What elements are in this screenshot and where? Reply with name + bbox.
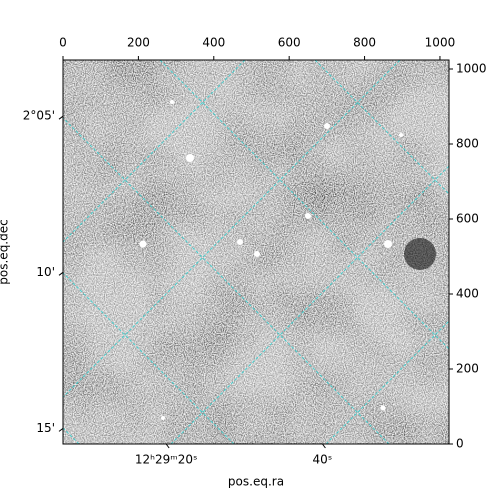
y-label: pos.eq.dec	[0, 219, 11, 284]
x-tick-label: 200	[127, 36, 150, 50]
y-tick-label: 800	[456, 137, 479, 151]
x-tick-label: 800	[353, 36, 376, 50]
x-tick-label: 400	[202, 36, 225, 50]
wcs-grid-line	[63, 60, 246, 243]
wcs-grid-line	[314, 60, 449, 195]
y-tick-label: 0	[456, 437, 464, 451]
y-tick-label: 1000	[456, 62, 487, 76]
ra-tick	[322, 443, 326, 449]
wcs-grid-line	[63, 60, 401, 398]
x-tick-label: 1000	[425, 36, 456, 50]
x-tick-label: 600	[278, 36, 301, 50]
y-tick-label: 200	[456, 362, 479, 376]
y-tick-label: 600	[456, 212, 479, 226]
ra-tick-label: 40ˢ	[313, 453, 333, 467]
dec-tick	[58, 427, 64, 432]
frame	[62, 59, 450, 445]
dec-tick-label: 15'	[36, 421, 55, 435]
y-tick-label: 400	[456, 287, 479, 301]
dec-tick-label: 2°05'	[23, 109, 55, 123]
ra-tick	[165, 443, 170, 449]
ra-tick-label: 12ʰ29ᵐ20ˢ	[135, 453, 198, 467]
x-tick-label: 0	[59, 36, 67, 50]
x-label: pos.eq.ra	[228, 475, 284, 489]
dec-tick	[58, 115, 64, 120]
dec-tick-label: 10'	[36, 265, 55, 279]
wcs-grid-line	[159, 60, 449, 350]
dec-tick	[58, 271, 64, 276]
